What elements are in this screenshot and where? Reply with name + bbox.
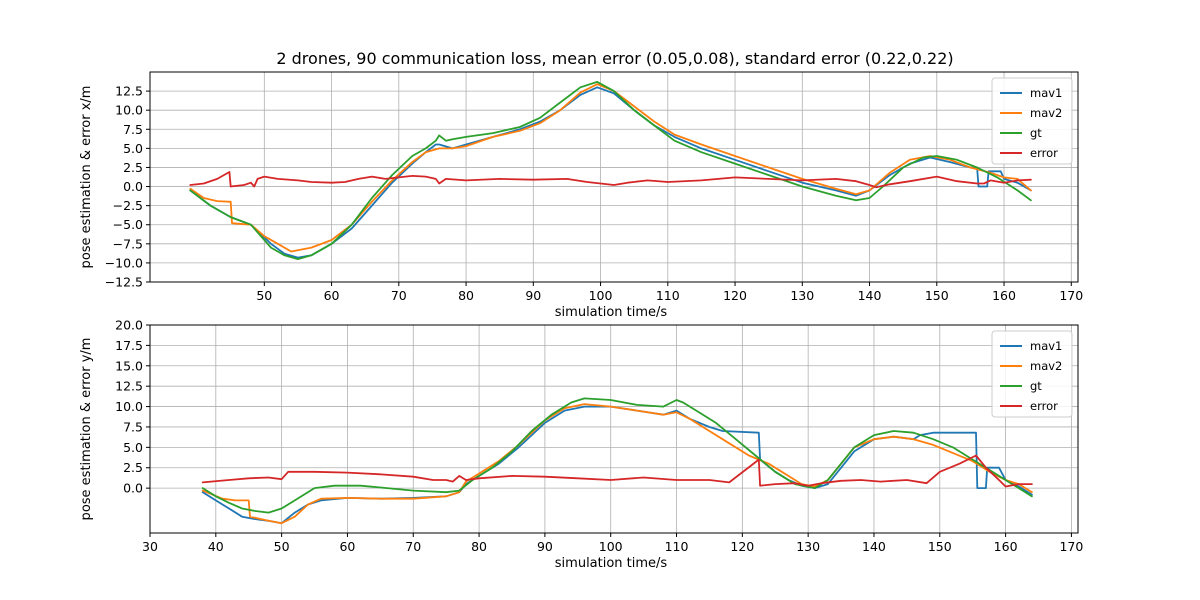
y-tick-label: 7.5 (123, 122, 143, 137)
x-axis-title: simulation time/s (555, 305, 668, 320)
x-tick-label: 60 (324, 288, 340, 303)
x-tick-label: 50 (256, 288, 272, 303)
y-tick-label: −5.0 (113, 217, 143, 232)
legend-label-mav2: mav2 (1030, 106, 1062, 120)
x-tick-label: 30 (142, 539, 158, 554)
x-tick-label: 160 (994, 539, 1018, 554)
x-tick-label: 150 (928, 539, 952, 554)
y-tick-label: 17.5 (115, 338, 143, 353)
legend: mav1 mav2 gt error (991, 77, 1073, 165)
plot-frame (149, 71, 1079, 283)
legend-box (991, 77, 1073, 165)
y-tick-label: 0.0 (123, 179, 143, 194)
x-tick-label: 130 (796, 539, 820, 554)
x-tick-label: 50 (274, 539, 290, 554)
y-tick-label: −10.0 (105, 255, 143, 270)
x-tick-label: 120 (730, 539, 754, 554)
x-tick-label: 170 (1059, 288, 1083, 303)
series-line-gt (201, 397, 1033, 514)
legend-label-error: error (1030, 146, 1058, 160)
legend-box (991, 330, 1073, 418)
x-tick-label: 100 (599, 539, 623, 554)
legend-label-mav2: mav2 (1030, 359, 1062, 373)
series-line-mav2 (189, 83, 1032, 253)
legend-label-gt: gt (1030, 126, 1042, 140)
x-axis-title: simulation time/s (555, 556, 668, 571)
series-line-error (189, 171, 1032, 189)
y-pose-panel: 30 40 50 60 70 80 90 100 110 120 130 140 150 160 170 0.… (79, 318, 1083, 572)
y-tick-label: 2.5 (123, 460, 143, 475)
y-tick-label: 10.0 (115, 399, 143, 414)
legend-label-mav1: mav1 (1030, 339, 1062, 353)
x-tick-label: 140 (862, 539, 886, 554)
x-tick-label: 110 (656, 288, 680, 303)
x-tick-label: 150 (925, 288, 949, 303)
figure-title: 2 drones, 90 communication loss, mean er… (276, 49, 953, 68)
legend: mav1 mav2 gt error (991, 330, 1073, 418)
y-tick-label: −12.5 (105, 275, 143, 290)
y-tick-label: 12.5 (115, 379, 143, 394)
x-tick-label: 80 (458, 288, 474, 303)
x-tick-label: 160 (992, 288, 1016, 303)
x-tick-label: 70 (405, 539, 421, 554)
y-tick-label: 0.0 (123, 481, 143, 496)
y-tick-label: 10.0 (115, 103, 143, 118)
y-tick-label: 12.5 (115, 84, 143, 99)
y-axis-title: pose estimation & error y/m (79, 338, 94, 521)
series-line-error (201, 454, 1033, 488)
x-tick-label: 110 (665, 539, 689, 554)
x-tick-label: 70 (391, 288, 407, 303)
x-tick-label: 80 (471, 539, 487, 554)
x-tick-label: 140 (858, 288, 882, 303)
series-line-gt (189, 81, 1032, 260)
x-tick-label: 170 (1059, 539, 1083, 554)
y-axis-title: pose estimation & error x/m (79, 86, 94, 269)
x-tick-label: 90 (537, 539, 553, 554)
series-line-mav2 (201, 403, 1033, 525)
x-tick-label: 100 (589, 288, 613, 303)
legend-label-error: error (1030, 399, 1058, 413)
x-tick-label: 130 (790, 288, 814, 303)
x-pose-panel: 50 60 70 80 90 100 110 120 130 140 150 160 170 −12.5 −… (79, 71, 1083, 320)
y-tick-label: 7.5 (123, 419, 143, 434)
x-tick-label: 120 (723, 288, 747, 303)
y-tick-label: −2.5 (113, 198, 143, 213)
x-tick-label: 40 (208, 539, 224, 554)
legend-label-mav1: mav1 (1030, 86, 1062, 100)
legend-label-gt: gt (1030, 379, 1042, 393)
x-tick-label: 60 (339, 539, 355, 554)
y-tick-label: 5.0 (123, 141, 143, 156)
y-tick-label: 20.0 (115, 318, 143, 333)
plot-frame (149, 324, 1079, 534)
x-tick-label: 90 (525, 288, 541, 303)
y-tick-label: 5.0 (123, 440, 143, 455)
y-tick-label: 2.5 (123, 160, 143, 175)
y-tick-label: −7.5 (113, 236, 143, 251)
y-tick-label: 15.0 (115, 358, 143, 373)
